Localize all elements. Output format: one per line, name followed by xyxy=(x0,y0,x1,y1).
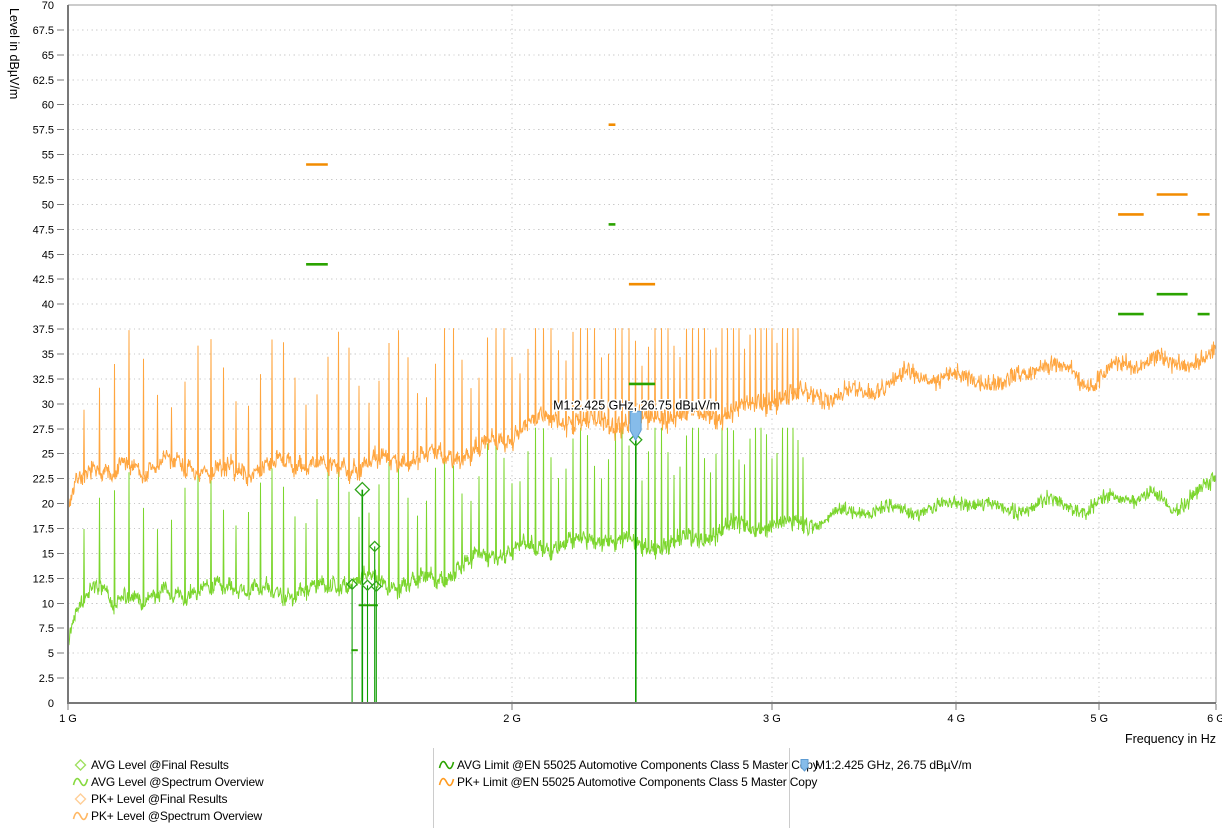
x-tick-label: 4 G xyxy=(947,713,965,725)
chart-legend: AVG Level @Final Results AVG Level @Spect… xyxy=(0,748,1222,828)
level-axis-title: Level in dBµV/m xyxy=(7,8,21,99)
y-tick-label: 50 xyxy=(42,199,54,211)
y-tick-label: 10 xyxy=(42,598,54,610)
y-tick-label: 45 xyxy=(42,249,54,261)
sine-icon xyxy=(438,775,457,789)
y-tick-label: 27.5 xyxy=(33,424,54,436)
marker-m1-flag[interactable] xyxy=(629,410,642,442)
pk-overview-trace xyxy=(68,328,1216,518)
marker-m1-label: M1:2.425 GHz, 26.75 dBµV/m xyxy=(553,398,720,412)
marker-icon xyxy=(796,758,815,772)
legend-item-label: AVG Level @Spectrum Overview xyxy=(91,774,264,789)
avg-final-diamond xyxy=(354,481,371,498)
avg-final-diamond xyxy=(361,579,374,592)
sine-icon xyxy=(72,775,91,789)
legend-item-label: AVG Limit @EN 55025 Automotive Component… xyxy=(457,757,819,772)
y-tick-label: 15 xyxy=(42,548,54,560)
y-tick-label: 60 xyxy=(42,100,54,112)
y-tick-label: 12.5 xyxy=(33,573,54,585)
emission-level-chart: M1:2.425 GHz, 26.75 dBµV/m02.557.51012.5… xyxy=(7,0,1222,745)
legend-column-levels: AVG Level @Final Results AVG Level @Spect… xyxy=(0,748,433,828)
legend-item-label: PK+ Level @Final Results xyxy=(91,791,228,806)
y-tick-label: 65 xyxy=(42,50,54,62)
y-tick-label: 42.5 xyxy=(33,274,54,286)
avg-overview-trace xyxy=(68,427,1216,647)
avg-final-diamond xyxy=(628,432,643,447)
x-tick-label: 6 G xyxy=(1207,713,1222,725)
y-tick-label: 25 xyxy=(42,449,54,461)
y-tick-label: 2.5 xyxy=(39,673,54,685)
x-tick-label: 2 G xyxy=(503,713,521,725)
y-tick-label: 37.5 xyxy=(33,324,54,336)
frequency-axis-title: Frequency in Hz xyxy=(1125,732,1216,745)
diamond-icon xyxy=(72,758,91,772)
legend-item-label: PK+ Level @Spectrum Overview xyxy=(91,808,263,823)
y-tick-label: 17.5 xyxy=(33,524,54,536)
avg-final-diamond xyxy=(368,540,381,553)
x-tick-label: 1 G xyxy=(59,713,77,725)
y-tick-label: 40 xyxy=(42,299,54,311)
legend-item-label: PK+ Limit @EN 55025 Automotive Component… xyxy=(457,774,818,789)
avg-final-diamond xyxy=(346,578,359,591)
x-tick-label: 3 G xyxy=(763,713,781,725)
sine-icon xyxy=(72,809,91,823)
y-tick-label: 52.5 xyxy=(33,175,54,187)
legend-item: PK+ Level @Spectrum Overview xyxy=(72,807,433,824)
legend-item: PK+ Limit @EN 55025 Automotive Component… xyxy=(438,773,817,790)
y-tick-label: 55 xyxy=(42,150,54,162)
legend-item-label: AVG Level @Final Results xyxy=(91,757,229,772)
y-tick-label: 57.5 xyxy=(33,125,54,137)
y-tick-label: 32.5 xyxy=(33,374,54,386)
y-tick-label: 22.5 xyxy=(33,474,54,486)
diamond-icon xyxy=(72,792,91,806)
y-tick-label: 5 xyxy=(48,648,54,660)
y-tick-label: 20 xyxy=(42,499,54,511)
y-tick-label: 35 xyxy=(42,349,54,361)
y-tick-label: 70 xyxy=(42,0,54,12)
x-tick-label: 5 G xyxy=(1090,713,1108,725)
legend-column-markers: M1:2.425 GHz, 26.75 dBµV/m xyxy=(789,748,1222,828)
y-tick-label: 30 xyxy=(42,399,54,411)
y-tick-label: 0 xyxy=(48,698,54,710)
legend-item: AVG Level @Spectrum Overview xyxy=(72,773,433,790)
y-tick-label: 67.5 xyxy=(33,25,54,37)
y-tick-label: 47.5 xyxy=(33,224,54,236)
legend-item-label: M1:2.425 GHz, 26.75 dBµV/m xyxy=(815,757,972,772)
legend-item: PK+ Level @Final Results xyxy=(72,790,433,807)
y-tick-label: 7.5 xyxy=(39,623,54,635)
legend-item: AVG Limit @EN 55025 Automotive Component… xyxy=(438,756,819,773)
legend-column-limits: AVG Limit @EN 55025 Automotive Component… xyxy=(433,748,819,828)
legend-item: M1:2.425 GHz, 26.75 dBµV/m xyxy=(796,756,1222,773)
y-tick-label: 62.5 xyxy=(33,75,54,87)
legend-item: AVG Level @Final Results xyxy=(72,756,433,773)
sine-icon xyxy=(438,758,457,772)
avg-final-diamond xyxy=(370,580,383,593)
